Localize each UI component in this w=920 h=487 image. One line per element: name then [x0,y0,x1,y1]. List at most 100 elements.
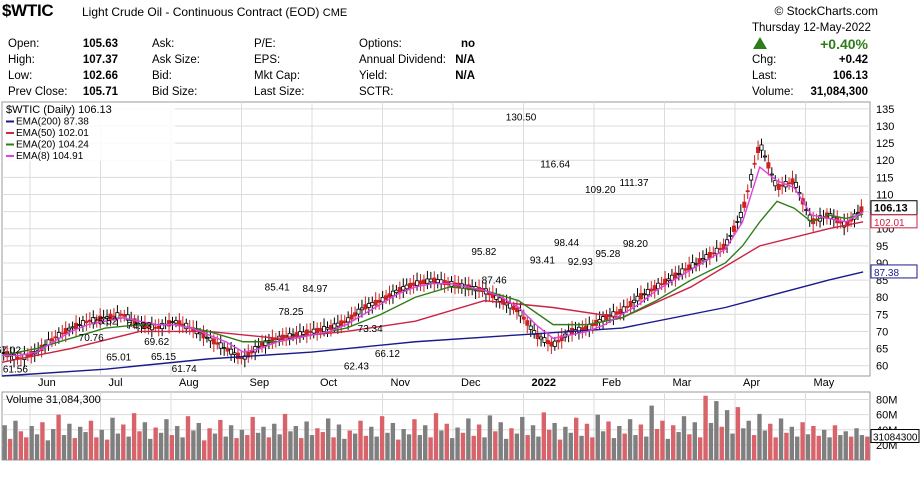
volume-bar [455,427,460,460]
volume-bar [18,431,24,460]
volume-bar [622,433,627,460]
volume-bar [126,436,131,460]
volume-bar [352,433,358,460]
volume-bar [600,431,606,460]
volume-bar [121,424,126,460]
y-tick-label: 65 [876,344,888,356]
candle-body [222,347,227,349]
volume-bar [762,430,768,460]
volume-bar [51,429,56,460]
candle-body [291,334,296,337]
volume-bar [573,417,579,460]
price-annotation: 75.52 [92,317,117,328]
volume-bar [768,423,773,460]
symbol[interactable]: $WTIC [2,1,54,20]
volume-bar [514,433,520,460]
candle-body [539,336,544,340]
volume-bar [245,435,250,460]
candle-body [735,221,740,223]
candle-body [518,310,523,317]
low-label: Low: [8,70,33,82]
volume-bar [234,438,239,460]
candle-body [511,305,516,311]
volume-bar [681,416,687,460]
candle-body [225,347,230,352]
ema200-tag-label: 87.38 [874,268,899,279]
candle-body [63,328,68,335]
volume-bar [423,425,428,460]
price-annotation: 111.37 [619,178,649,189]
volume-value: 31,084,300 [810,86,868,98]
candle-body [349,314,354,320]
candle-body [838,221,843,224]
volume-bar [703,395,708,460]
volume-bar [644,436,649,460]
options-value: no [460,38,475,50]
brand-link[interactable]: © StockCharts.com [774,4,878,18]
candle-body [74,322,79,330]
volume-bar [131,413,137,460]
volume-bar [369,426,374,460]
y-tick-label: 80 [876,292,888,304]
x-tick-label: Aug [179,377,199,389]
volume-bar [660,420,665,460]
candle-body [311,328,316,334]
legend-entry: EMA(200) 87.38 [16,117,89,128]
price-annotation: 62.43 [344,361,369,372]
candle-body [401,286,406,291]
high-label: High: [8,54,35,66]
volume-bar [563,426,568,460]
candle-body [738,212,743,219]
candle-body [759,144,764,151]
price-annotation: 92.93 [568,257,593,268]
candle-body [211,338,216,345]
last-label: Last: [752,70,777,82]
volume-legend: Volume 31,084,300 [6,394,101,406]
volume-bar [724,410,730,460]
candle-body [170,321,175,324]
volume-bar [773,437,778,460]
price-annotation: 95.82 [471,247,496,258]
candle-body [260,342,265,347]
volume-bar [865,436,870,460]
volume-bar [848,436,854,460]
candle-body [373,299,378,306]
candle-body [418,280,423,285]
volume-bar [525,435,530,460]
candle-body [332,323,337,329]
candle-body [415,280,420,286]
price-annotation: 61.56 [3,364,28,375]
x-tick-label: Sep [250,377,270,389]
candle-body [559,335,564,342]
volume-bar [358,420,363,460]
candle-body [521,316,526,320]
y-tick-label: 70 [876,326,888,338]
low-value: 102.66 [82,70,118,82]
volume-bar [503,438,509,460]
candle-body [700,258,705,261]
volume-bar [708,422,714,460]
candle-body [380,296,385,303]
volume-bar [471,435,476,460]
candle-body [776,183,781,190]
candle-body [542,337,547,343]
volume-bar [390,422,396,460]
volume-bar [228,425,234,460]
volume-bar [288,431,293,460]
volume-bar [88,420,94,460]
candle-body [773,180,778,187]
candle-body [859,206,864,213]
volume-bar [293,426,299,460]
price-annotation: 61.74 [172,364,197,375]
y-tick-label: 75 [876,309,888,321]
price-annotation: 74.23 [127,321,152,332]
candle-body [756,146,761,153]
pe-label: P/E: [254,38,276,50]
candle-body [84,320,89,324]
yield-value: N/A [455,70,475,82]
candle-body [315,327,320,334]
price-annotation: 66.12 [375,349,400,360]
candle-body [707,251,712,259]
volume-bar [487,415,493,460]
